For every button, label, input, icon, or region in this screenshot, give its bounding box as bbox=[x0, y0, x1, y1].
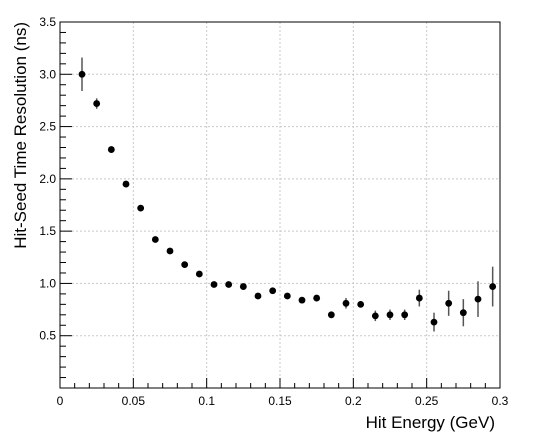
x-tick-label: 0.3 bbox=[492, 394, 509, 408]
y-tick-label: 2.5 bbox=[39, 120, 56, 134]
data-point bbox=[122, 180, 130, 188]
y-tick-label: 1.5 bbox=[39, 224, 56, 238]
data-point bbox=[107, 146, 115, 153]
data-point bbox=[430, 318, 438, 326]
data-point bbox=[151, 236, 159, 243]
x-tick-label: 0.15 bbox=[268, 394, 292, 408]
x-tick-label: 0 bbox=[57, 394, 64, 408]
data-point bbox=[401, 311, 409, 319]
data-point bbox=[459, 309, 467, 317]
y-tick-label: 3.5 bbox=[39, 15, 56, 29]
data-point bbox=[181, 261, 189, 269]
data-point bbox=[166, 247, 174, 255]
y-tick-label: 3.0 bbox=[39, 67, 56, 81]
axis-ticks bbox=[59, 21, 501, 388]
data-point bbox=[474, 295, 482, 303]
data-point bbox=[269, 287, 277, 295]
data-point bbox=[78, 70, 86, 78]
data-point bbox=[386, 311, 394, 319]
data-point bbox=[225, 281, 233, 288]
data-point bbox=[445, 299, 453, 307]
x-axis-title: Hit Energy (GeV) bbox=[366, 413, 495, 432]
data-point bbox=[342, 299, 350, 307]
data-point bbox=[254, 292, 262, 300]
y-tick-label: 1.0 bbox=[39, 276, 56, 290]
data-point bbox=[283, 292, 291, 300]
grid-lines bbox=[60, 22, 500, 388]
data-point bbox=[357, 300, 365, 308]
data-point bbox=[137, 204, 145, 212]
data-point bbox=[313, 294, 321, 302]
data-points bbox=[78, 57, 497, 332]
data-point bbox=[239, 283, 247, 290]
data-point bbox=[298, 296, 306, 304]
y-tick-label: 2.0 bbox=[39, 172, 56, 186]
x-tick-label: 0.1 bbox=[198, 394, 215, 408]
y-axis-title: Hit-Seed Time Resolution (ns) bbox=[11, 22, 30, 249]
tick-labels: 0 0.05 0.1 0.15 0.2 0.25 0.3 0.5 1.0 1.5 2.0 2.5 3.0… bbox=[39, 15, 508, 408]
data-point bbox=[371, 312, 379, 320]
x-tick-label: 0.05 bbox=[122, 394, 146, 408]
data-point bbox=[415, 294, 423, 302]
data-point bbox=[489, 283, 497, 290]
data-point bbox=[327, 311, 335, 319]
y-tick-label: 0.5 bbox=[39, 329, 56, 343]
x-tick-label: 0.25 bbox=[415, 394, 439, 408]
x-tick-label: 0.2 bbox=[345, 394, 362, 408]
data-point bbox=[93, 100, 101, 107]
data-point bbox=[210, 281, 218, 288]
data-point bbox=[195, 270, 203, 278]
